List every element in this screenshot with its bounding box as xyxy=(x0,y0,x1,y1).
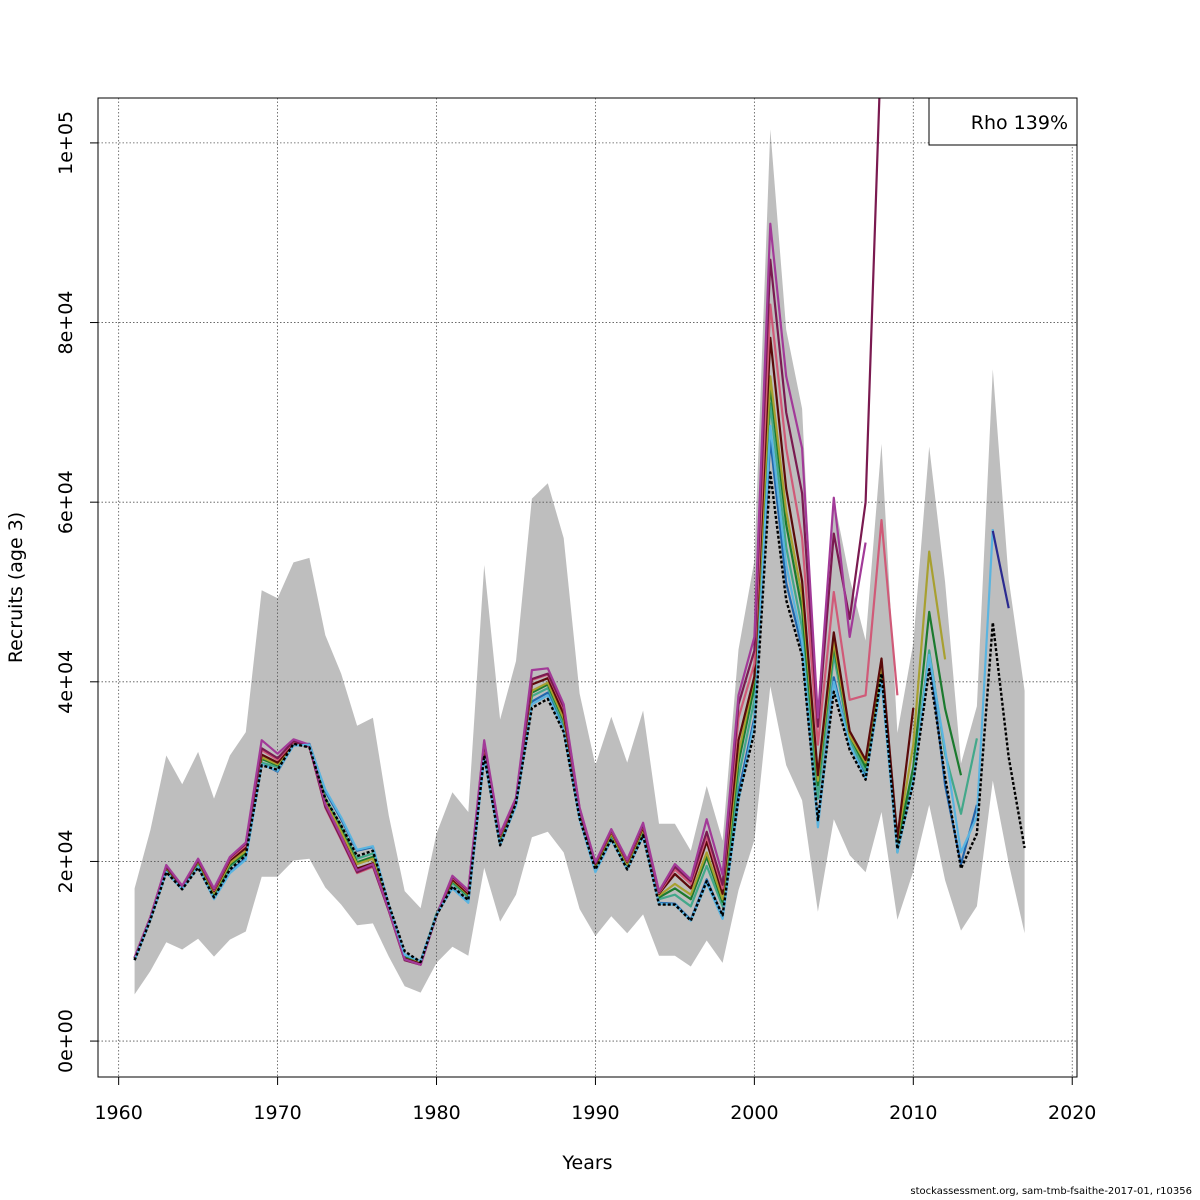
series-line xyxy=(133,222,867,966)
legend-text: Rho 139% xyxy=(971,112,1068,134)
y-axis: 0e+00 2e+04 4e+04 6e+04 8e+04 1e+05 xyxy=(55,111,99,1073)
y-tick-label: 1e+05 xyxy=(55,111,77,175)
x-axis-label: Years xyxy=(561,1152,612,1174)
x-tick-label: 1970 xyxy=(253,1102,301,1124)
x-axis: 1960 1970 1980 1990 2000 2010 2020 xyxy=(94,1076,1096,1124)
legend: Rho 139% xyxy=(928,97,1078,146)
series-lines xyxy=(133,98,1026,966)
legend-box xyxy=(928,97,1078,146)
series-line xyxy=(133,471,1026,964)
confidence-band xyxy=(134,129,1025,995)
y-tick-label: 2e+04 xyxy=(55,830,77,894)
series-line xyxy=(133,402,978,964)
footer-credit: stockassessment.org, sam-tmb-fsaithe-201… xyxy=(910,1186,1192,1197)
confidence-band-area xyxy=(134,129,1025,995)
y-axis-label: Recruits (age 3) xyxy=(5,512,27,663)
y-tick-label: 6e+04 xyxy=(55,470,77,534)
x-tick-label: 1960 xyxy=(94,1102,142,1124)
x-tick-label: 1980 xyxy=(412,1102,460,1124)
x-tick-label: 2000 xyxy=(730,1102,778,1124)
y-tick-label: 8e+04 xyxy=(55,291,77,355)
x-tick-label: 2020 xyxy=(1048,1102,1096,1124)
series-line xyxy=(991,530,1010,609)
y-tick-label: 0e+00 xyxy=(55,1009,77,1073)
y-tick-label: 4e+04 xyxy=(55,650,77,714)
x-tick-label: 2010 xyxy=(889,1102,937,1124)
x-tick-label: 1990 xyxy=(571,1102,619,1124)
